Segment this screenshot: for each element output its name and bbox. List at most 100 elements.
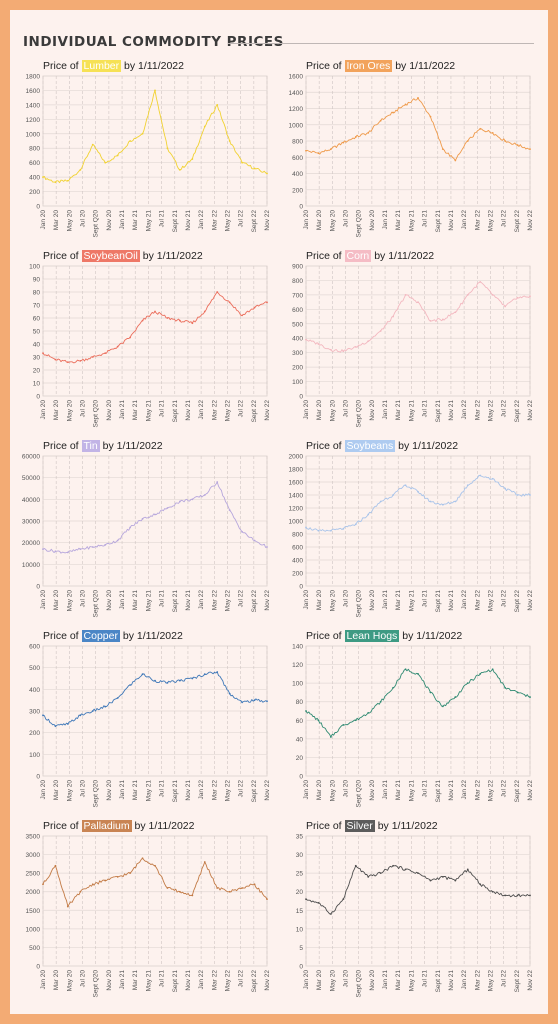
x-tick-label: May 20 — [66, 970, 73, 992]
chart-title: Price of Silver by 1/11/2022 — [306, 819, 438, 833]
x-tick-label: Jul 21 — [422, 400, 429, 418]
chart-copper: Price of Copper by 1/11/2022 0 100 200 300 40… — [9, 630, 271, 818]
y-tick-label: 10 — [296, 926, 304, 933]
x-tick-label: Jul 22 — [501, 210, 508, 228]
x-tick-label: Jul 22 — [238, 400, 245, 418]
data-point — [91, 883, 94, 886]
y-tick-label: 600 — [292, 155, 303, 162]
data-point — [491, 890, 494, 893]
commodity-highlight: Soybeans — [344, 440, 396, 452]
data-point — [404, 868, 407, 871]
commodity-highlight: Corn — [344, 250, 372, 262]
x-tick-label: Jul 22 — [238, 210, 245, 228]
data-point — [392, 686, 395, 689]
y-tick-label: 20 — [296, 889, 304, 896]
x-tick-label: Sept 21 — [435, 210, 442, 233]
y-tick-label: 50000 — [22, 475, 40, 482]
data-point — [491, 668, 494, 671]
data-point — [354, 864, 357, 867]
x-tick-label: May 21 — [145, 590, 152, 612]
y-tick-label: 100 — [29, 264, 40, 271]
x-tick-label: Jul 21 — [159, 780, 166, 798]
y-tick-label: 400 — [292, 558, 303, 565]
x-tick-label: May 21 — [145, 400, 152, 422]
x-tick-label: May 20 — [329, 590, 336, 612]
y-tick-label: 400 — [292, 336, 303, 343]
data-point — [429, 691, 432, 694]
y-tick-label: 40 — [296, 736, 304, 743]
chart-title-prefix: Price of — [306, 820, 345, 832]
x-tick-label: Jan 20 — [40, 780, 47, 800]
data-point — [66, 905, 69, 908]
y-tick-label: 140 — [292, 644, 303, 651]
plot-frame — [305, 265, 531, 397]
x-tick-label: Jan 20 — [40, 210, 47, 230]
x-tick-label: Jan 22 — [198, 780, 205, 800]
data-point — [491, 293, 494, 296]
x-tick-label: Sept 22 — [514, 590, 521, 613]
x-tick-label: May 22 — [487, 400, 494, 422]
x-tick-label: Nov 20 — [369, 780, 376, 801]
y-tick-label: 800 — [292, 139, 303, 146]
data-point — [392, 864, 395, 867]
x-tick-label: Sept Q20 — [93, 210, 100, 238]
data-point — [429, 500, 432, 503]
chart-title-suffix: by 1/11/2022 — [399, 630, 463, 642]
data-point — [116, 539, 119, 542]
x-tick-label: Mar 21 — [395, 590, 402, 611]
x-tick-label: Sept 21 — [172, 590, 179, 613]
data-point — [317, 343, 320, 345]
x-tick-label: Jan 22 — [198, 400, 205, 420]
data-point — [516, 894, 519, 897]
data-point — [479, 883, 482, 886]
y-tick-label: 800 — [292, 532, 303, 539]
chart-svg: 0 10 20 30 40 50 60 70 80 90 100 Jan 20 Mar 20 May 20… — [29, 264, 271, 428]
x-tick-label: Jul 22 — [501, 400, 508, 418]
chart-title-suffix: by 1/11/2022 — [131, 820, 195, 832]
data-point — [317, 529, 320, 532]
x-tick-label: Nov 21 — [185, 590, 192, 611]
x-tick-label: May 21 — [408, 590, 415, 612]
data-point — [529, 894, 531, 897]
data-point — [305, 898, 307, 901]
data-point — [417, 672, 419, 675]
y-tick-label: 80 — [33, 290, 41, 297]
x-tick-label: Jan 20 — [40, 400, 47, 420]
y-tick-label: 0 — [299, 964, 303, 971]
data-point — [141, 857, 144, 860]
x-tick-label: Jul 22 — [501, 780, 508, 798]
data-point — [216, 887, 219, 889]
x-tick-label: Sept 22 — [251, 400, 258, 423]
y-tick-label: 30 — [296, 852, 304, 859]
chart-title-prefix: Price of — [43, 820, 82, 832]
data-point — [454, 500, 457, 503]
x-tick-label: Nov 21 — [448, 780, 455, 801]
x-tick-label: Jul 22 — [501, 590, 508, 608]
x-tick-label: Jan 22 — [461, 590, 468, 610]
chart-tin: Price of Tin by 1/11/2022 0 10000 20000 3000… — [9, 440, 271, 628]
data-point — [178, 890, 181, 893]
x-tick-label: Mar 20 — [53, 400, 60, 421]
x-tick-label: Nov 21 — [185, 970, 192, 991]
x-tick-label: May 22 — [224, 210, 231, 232]
x-tick-label: May 20 — [329, 970, 336, 992]
y-tick-label: 1400 — [289, 90, 304, 97]
y-tick-label: 900 — [292, 264, 303, 271]
data-point — [429, 115, 432, 118]
chart-title-suffix: by 1/11/2022 — [371, 250, 435, 262]
y-tick-label: 1000 — [289, 122, 304, 129]
x-tick-label: Jul 20 — [343, 780, 350, 798]
chart-title: Price of Copper by 1/11/2022 — [43, 629, 183, 643]
x-tick-label: May 20 — [66, 780, 73, 802]
x-tick-label: Sept Q20 — [356, 780, 363, 808]
data-point — [191, 498, 194, 501]
data-point — [379, 872, 382, 875]
data-point — [454, 696, 457, 698]
y-tick-label: 600 — [292, 307, 303, 314]
x-tick-label: Jan 21 — [119, 400, 126, 420]
y-tick-label: 1800 — [26, 74, 41, 81]
y-tick-label: 10000 — [22, 562, 40, 569]
y-tick-label: 35 — [296, 834, 304, 841]
data-point — [154, 89, 156, 92]
data-point — [54, 358, 57, 361]
